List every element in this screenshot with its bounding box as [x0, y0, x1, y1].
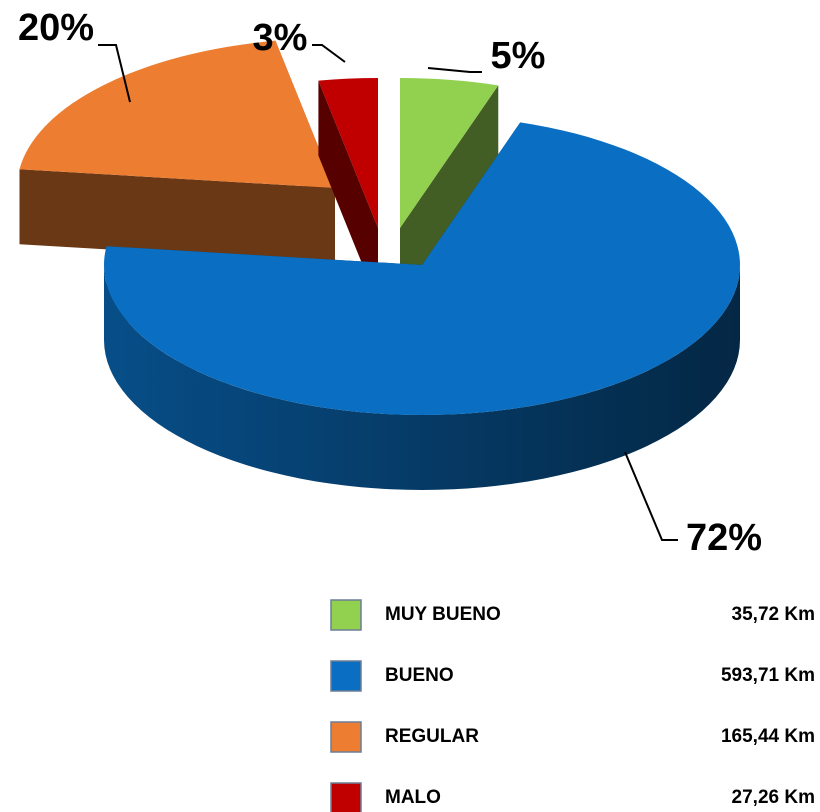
- legend: MUY BUENO 35,72 Km BUENO 593,71 Km REGULAR 16…: [330, 599, 815, 812]
- slice: [318, 78, 378, 303]
- slice-top: [318, 78, 378, 228]
- legend-label: MUY BUENO: [385, 604, 501, 625]
- legend-length: 165,44 Km: [721, 726, 815, 747]
- slice: [400, 78, 499, 303]
- legend-length: 593,71 Km: [721, 665, 815, 686]
- leader-line: [312, 44, 346, 63]
- legend-swatch: [330, 721, 362, 753]
- slice: [19, 40, 335, 263]
- slice-side: [19, 169, 335, 263]
- legend-label: BUENO: [385, 665, 454, 686]
- legend-label: REGULAR: [385, 726, 479, 747]
- leader-line: [427, 67, 482, 73]
- slice-wall: [104, 265, 740, 490]
- legend-length: 27,26 Km: [732, 787, 815, 808]
- slice-side: [400, 85, 499, 303]
- legend-length: 35,72 Km: [732, 604, 815, 625]
- leader-line: [624, 451, 678, 541]
- slice-top: [19, 40, 335, 188]
- data-label: 20%: [18, 7, 94, 49]
- legend-swatch: [330, 599, 362, 631]
- leader-line: [98, 44, 131, 103]
- data-label: 3%: [253, 17, 308, 59]
- slice: [104, 122, 740, 490]
- legend-swatch: [330, 782, 362, 812]
- data-label: 5%: [491, 35, 546, 77]
- legend-label: MALO: [385, 787, 441, 808]
- pie: [19, 40, 740, 490]
- slice-top: [104, 122, 740, 415]
- legend-swatch: [330, 660, 362, 692]
- data-label: 72%: [686, 517, 762, 559]
- slice-top: [400, 78, 499, 228]
- slice-side: [318, 80, 378, 303]
